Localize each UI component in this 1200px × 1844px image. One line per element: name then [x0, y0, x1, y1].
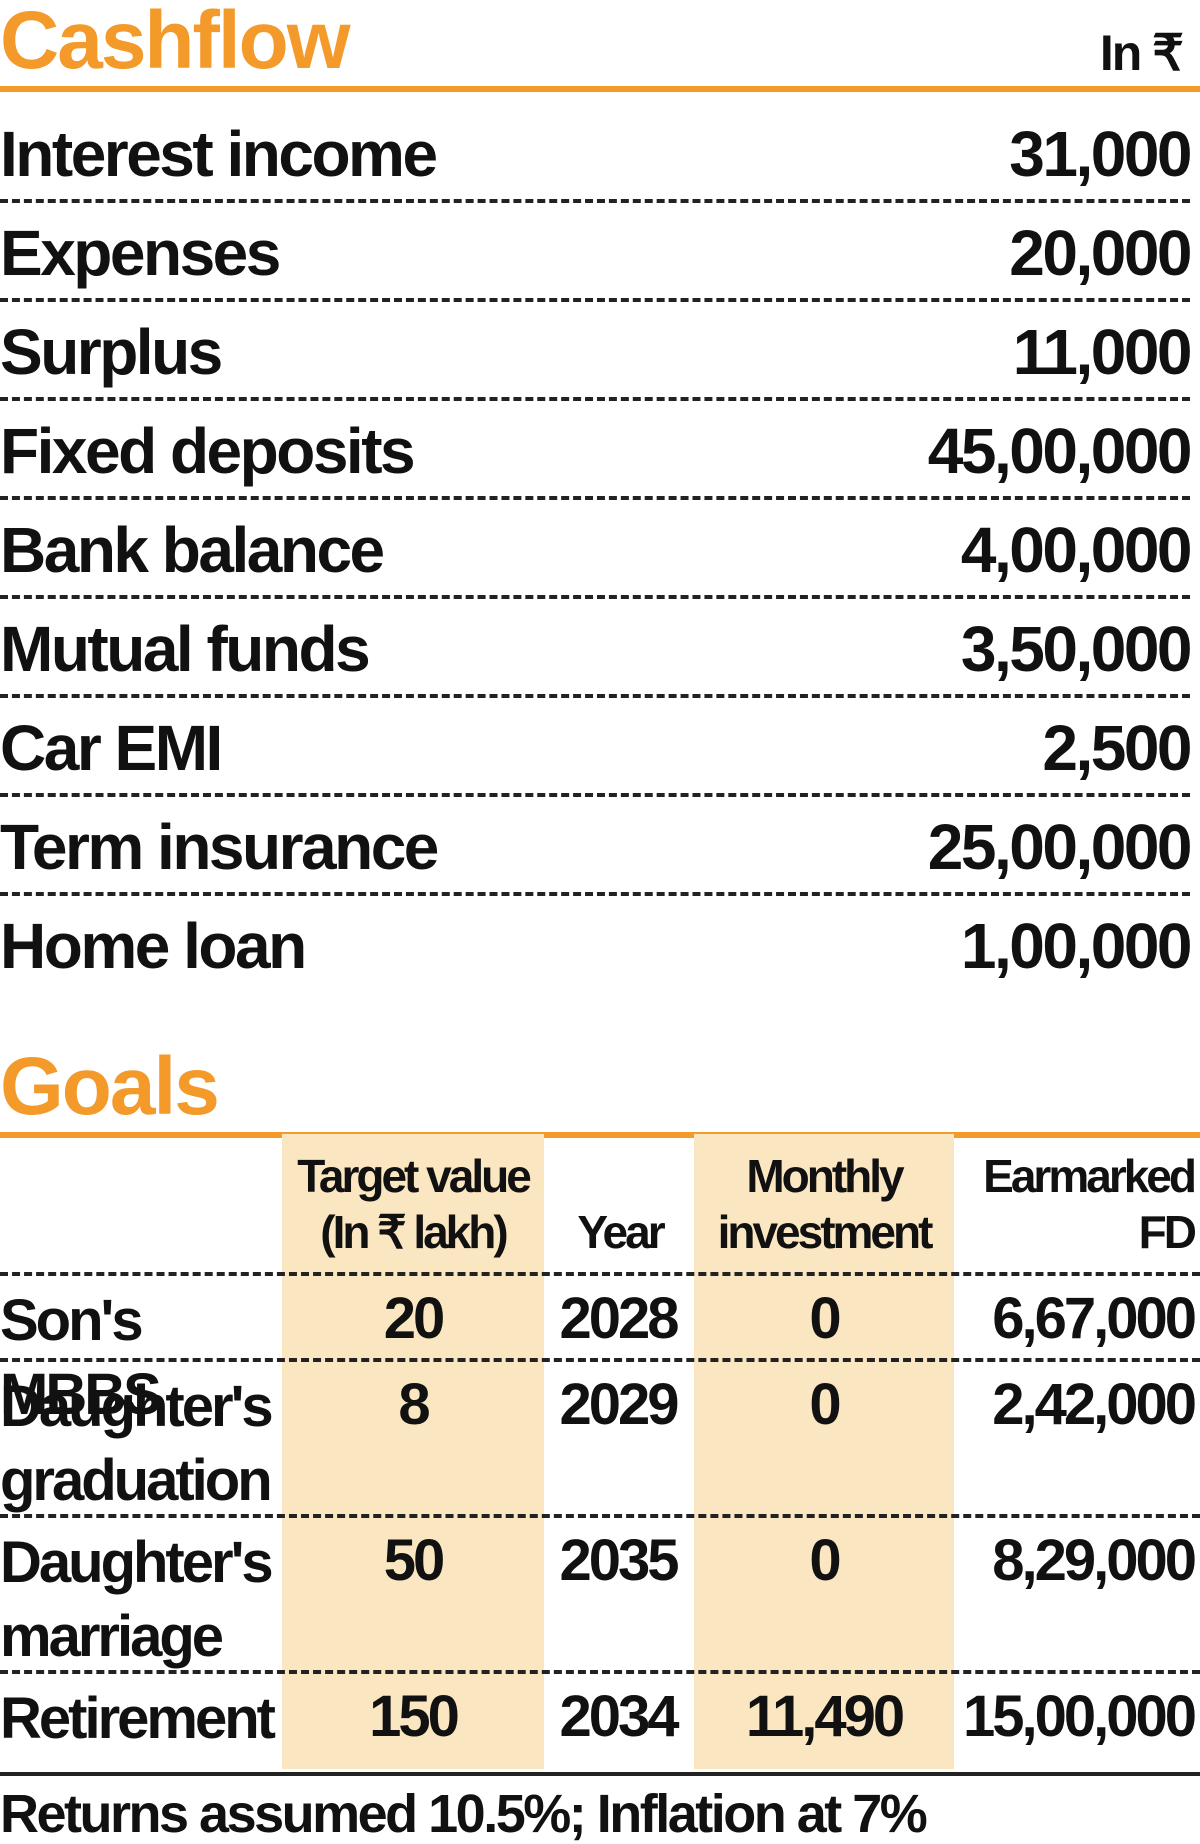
cashflow-list: Interest income 31,000 Expenses 20,000 S…	[0, 104, 1193, 995]
goals-table-row: Daughter's graduation 8 2029 0 2,42,000	[0, 1362, 1200, 1518]
cashflow-title: Cashflow	[0, 0, 350, 86]
goal-name: Retirement	[0, 1686, 276, 1751]
goal-earmarked-fd: 8,29,000	[992, 1528, 1197, 1593]
goal-earmarked-fd: 2,42,000	[992, 1372, 1197, 1437]
cashflow-row-label: Home loan	[0, 910, 307, 982]
assumptions-footnote: Returns assumed 10.5%; Inflation at 7%	[0, 1784, 928, 1844]
monthly-investment-column-shade	[694, 1134, 954, 1769]
goal-name: Son's MBBS	[0, 1288, 162, 1427]
cashflow-row-label: Term insurance	[0, 811, 439, 883]
goal-earmarked-fd: 15,00,000	[962, 1684, 1197, 1749]
cashflow-row: Term insurance 25,00,000	[0, 797, 1193, 896]
target-value-column-shade	[282, 1134, 544, 1769]
cashflow-row-label: Surplus	[0, 316, 223, 388]
cashflow-row-value: 2,500	[1042, 712, 1192, 784]
cashflow-row-value: 3,50,000	[960, 613, 1193, 685]
goal-year: 2028	[559, 1286, 679, 1351]
cashflow-row: Mutual funds 3,50,000	[0, 599, 1193, 698]
goal-year: 2035	[559, 1528, 679, 1593]
cashflow-row: Fixed deposits 45,00,000	[0, 401, 1193, 500]
goal-target-value: 20	[383, 1286, 446, 1351]
cashflow-row-value: 25,00,000	[927, 811, 1193, 883]
goal-target-value: 150	[369, 1684, 460, 1749]
cashflow-row: Interest income 31,000	[0, 104, 1192, 203]
header-year: Year	[577, 1206, 665, 1258]
cashflow-row-value: 45,00,000	[927, 415, 1193, 487]
cashflow-row: Bank balance 4,00,000	[0, 500, 1193, 599]
cashflow-row: Home loan 1,00,000	[0, 896, 1193, 995]
goal-monthly-investment: 11,490	[745, 1684, 905, 1749]
cashflow-row: Expenses 20,000	[0, 203, 1192, 302]
goals-table-row: Retirement 150 2034 11,490 15,00,000	[0, 1674, 1200, 1769]
cashflow-row: Surplus 11,000	[0, 302, 1193, 401]
cashflow-row-value: 20,000	[1009, 217, 1192, 289]
header-monthly-investment: Monthly investment	[717, 1150, 934, 1258]
goal-earmarked-fd: 6,67,000	[992, 1286, 1197, 1351]
header-earmarked-fd: Earmarked FD	[983, 1150, 1197, 1258]
goals-table-header: Target value (In ₹ lakh) Year Monthly in…	[0, 1134, 1200, 1276]
header-target-value: Target value (In ₹ lakh)	[297, 1150, 532, 1258]
goal-monthly-investment: 0	[809, 1528, 841, 1593]
cashflow-row-label: Bank balance	[0, 514, 385, 586]
cashflow-row: Car EMI 2,500	[0, 698, 1192, 797]
cashflow-row-value: 4,00,000	[960, 514, 1193, 586]
cashflow-row-value: 11,000	[1012, 316, 1193, 388]
goal-name: Daughter's marriage	[0, 1530, 274, 1669]
footer-divider	[0, 1772, 1200, 1776]
goals-header: Goals	[0, 1036, 1200, 1138]
cashflow-row-label: Mutual funds	[0, 613, 371, 685]
goal-year: 2029	[559, 1372, 679, 1437]
goals-table: Target value (In ₹ lakh) Year Monthly in…	[0, 1134, 1200, 1769]
goals-title: Goals	[0, 1041, 220, 1132]
cashflow-row-label: Car EMI	[0, 712, 223, 784]
cashflow-row-label: Expenses	[0, 217, 281, 289]
cashflow-row-value: 1,00,000	[960, 910, 1193, 982]
goal-name: Daughter's graduation	[0, 1374, 274, 1513]
goal-monthly-investment: 0	[809, 1372, 841, 1437]
cashflow-row-value: 31,000	[1009, 118, 1192, 190]
goal-monthly-investment: 0	[809, 1286, 841, 1351]
currency-unit-label: In ₹	[1099, 25, 1184, 81]
cashflow-row-label: Fixed deposits	[0, 415, 416, 487]
goal-target-value: 8	[398, 1372, 430, 1437]
goals-table-row: Son's MBBS 20 2028 0 6,67,000	[0, 1276, 1200, 1427]
cashflow-header: Cashflow In ₹	[0, 0, 1200, 92]
cashflow-row-label: Interest income	[0, 118, 438, 190]
goal-target-value: 50	[383, 1528, 446, 1593]
goal-year: 2034	[559, 1684, 679, 1749]
goals-table-row: Daughter's marriage 50 2035 0 8,29,000	[0, 1518, 1200, 1674]
